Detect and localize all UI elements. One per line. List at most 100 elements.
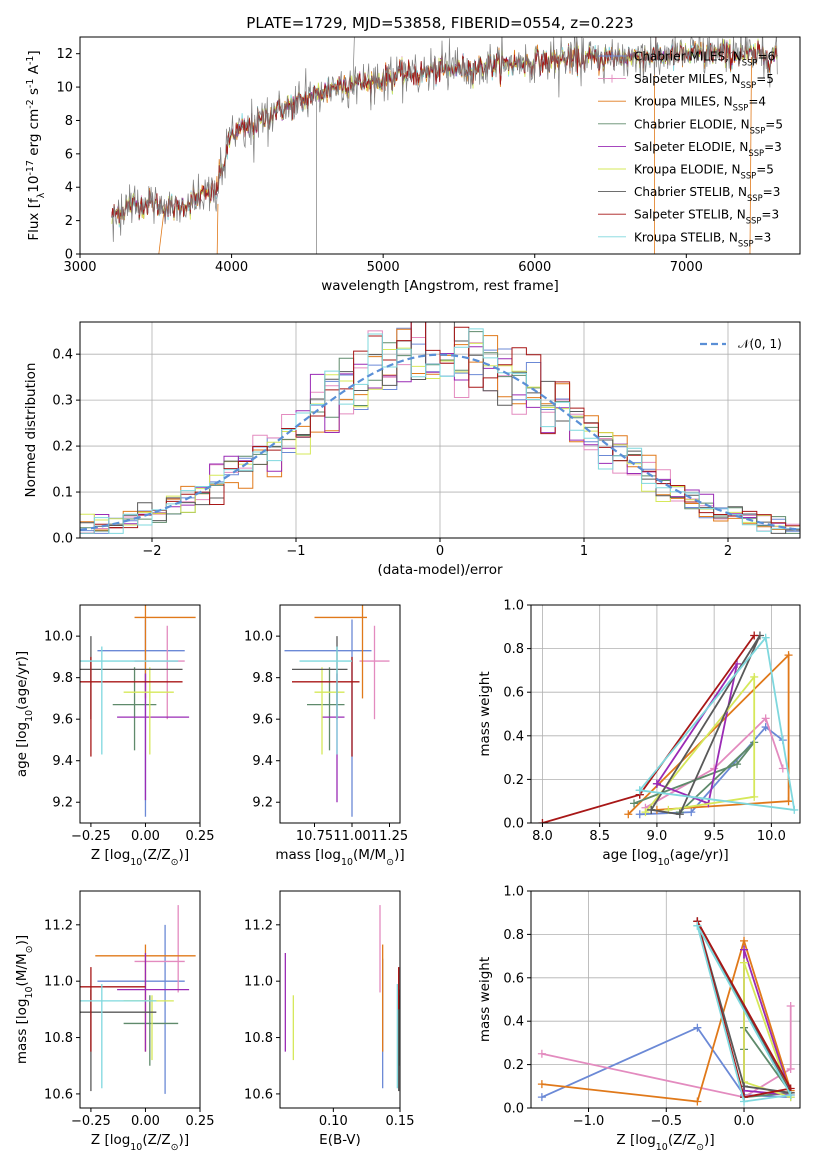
x-tick-label: 11.00 [333, 829, 370, 844]
weight-marker [740, 945, 749, 954]
y-tick-label: 6 [65, 147, 73, 162]
x-tick-label: 0.25 [186, 1114, 215, 1129]
legend-marker [608, 52, 616, 60]
x-axis-label: (data-model)/error [377, 562, 503, 578]
weight-marker [786, 1090, 795, 1099]
legend-label: Kroupa MILES, NSSP=4 [634, 95, 766, 113]
y-tick-label: 0.4 [503, 1015, 524, 1030]
y-tick-label: 0.4 [52, 348, 73, 363]
weight-marker [790, 805, 799, 814]
weight-marker [693, 921, 702, 930]
y-tick-label: 11.2 [44, 918, 73, 933]
weight-marker [538, 819, 547, 823]
histogram-step-line [80, 322, 800, 534]
weight-line [644, 674, 756, 813]
weight-line [541, 937, 792, 1103]
x-tick-label: 0.15 [386, 1114, 415, 1129]
weight-marker [635, 810, 644, 819]
weight-marker [537, 1049, 546, 1058]
legend-label: Salpeter MILES, NSSP=5 [634, 72, 774, 90]
x-tick-label: 5000 [367, 260, 400, 275]
legend-label: Chabrier STELIB, NSSP=3 [634, 185, 780, 203]
weight-line [696, 925, 793, 1103]
y-tick-label: 10 [56, 81, 73, 96]
weight-marker [778, 764, 787, 773]
weight-marker [740, 936, 749, 945]
frame-weight_vs_Z: −1.0 −0.5 0.0 0.0 0.2 0.4 0.6 0.8 1.0 Z [log10(Z/… [477, 885, 801, 1153]
x-tick-label: 0 [436, 544, 444, 559]
legend-label: Salpeter STELIB, NSSP=3 [634, 208, 779, 226]
weight-marker [786, 1002, 795, 1011]
reference-legend-label: 𝒩(0, 1) [738, 337, 782, 351]
y-tick-label: 0.8 [503, 642, 524, 657]
histogram-step-line [80, 328, 800, 534]
weight-marker [740, 958, 749, 967]
x-tick-label: −2 [142, 544, 161, 559]
legend-label: Chabrier ELODIE, NSSP=5 [634, 117, 783, 135]
x-tick-label: −0.25 [71, 1114, 111, 1129]
x-tick-label: 0.10 [319, 1114, 348, 1129]
axes-frame [279, 890, 401, 1109]
x-tick-label: 4000 [215, 260, 248, 275]
y-axis-label: Normed distribution [23, 363, 39, 498]
x-tick-label: 0.00 [131, 1114, 160, 1129]
axes-frame [530, 890, 801, 1109]
weight-line [650, 635, 761, 816]
plot-weight_vs_Z [537, 917, 795, 1106]
y-tick-label: 0.4 [503, 729, 524, 744]
y-tick-label: 0.1 [52, 486, 73, 501]
x-tick-label: 0.0 [734, 1114, 755, 1129]
y-tick-label: 4 [65, 181, 73, 196]
x-tick-label: 7000 [670, 260, 703, 275]
y-tick-label: 9.4 [252, 754, 273, 769]
y-tick-label: 0.6 [503, 686, 524, 701]
y-tick-label: 9.6 [52, 713, 73, 728]
axes-frame [79, 890, 201, 1109]
y-tick-label: 10.0 [244, 630, 273, 645]
x-tick-label: −1.0 [573, 1114, 605, 1129]
x-tick-label: −0.5 [650, 1114, 682, 1129]
x-axis-label: age [log10(age/yr)] [602, 847, 728, 868]
weight-marker [761, 633, 770, 642]
plot-spectrum [111, 37, 778, 254]
x-tick-label: 10.75 [296, 829, 333, 844]
weight-line [645, 716, 784, 809]
y-tick-label: 0.2 [503, 773, 524, 788]
weight-marker [537, 1093, 546, 1102]
weight-marker [687, 808, 696, 817]
y-tick-label: 9.6 [252, 713, 273, 728]
y-axis-label: age [log10(age/yr)] [14, 651, 35, 777]
legend-label: Chabrier MILES, NSSP=6 [634, 50, 775, 68]
frame-mass_vs_ebv: 0.10 0.15 10.6 10.8 11.0 11.2 E(B-V) [244, 890, 415, 1148]
axes-frame [279, 604, 401, 824]
x-tick-label: 6000 [518, 260, 551, 275]
y-tick-label: 11.2 [244, 918, 273, 933]
weight-line [541, 1026, 791, 1099]
plot-residuals [80, 322, 800, 534]
frame-residuals: −2 −1 0 1 2 0.0 0.1 0.2 0.3 0.4 (data-model)/error… [23, 321, 801, 578]
y-tick-label: 0.0 [503, 1102, 524, 1117]
weight-line [696, 920, 793, 1094]
axes-frame [79, 604, 201, 824]
weight-marker [652, 779, 661, 788]
y-tick-label: 0.0 [52, 532, 73, 547]
y-tick-label: 1.0 [503, 599, 524, 614]
weight-line [542, 634, 755, 823]
frame-age_vs_Z: −0.25 0.00 0.25 9.2 9.4 9.6 9.8 10.0 Z [log10(Z/… [14, 604, 214, 868]
plot-mass_vs_ebv [284, 905, 400, 1092]
legend-label: Salpeter ELODIE, NSSP=3 [634, 140, 782, 158]
weight-marker [784, 797, 793, 806]
y-tick-label: 0.2 [503, 1058, 524, 1073]
y-tick-label: 10.8 [244, 1031, 273, 1046]
observed-spectrum-line [111, 37, 778, 254]
y-axis-label: Flux [fλ10-17 erg cm-2 s-1 A-1] [25, 50, 47, 240]
weight-line [696, 920, 793, 1099]
weight-marker [784, 651, 793, 660]
x-axis-label: E(B-V) [319, 1132, 361, 1148]
x-axis-label: mass [log10(M/M⊙)] [275, 847, 404, 868]
weight-line [541, 1006, 792, 1099]
weight-line [639, 635, 796, 811]
legend-label: Kroupa STELIB, NSSP=3 [634, 230, 771, 248]
y-tick-label: 0.8 [503, 928, 524, 943]
